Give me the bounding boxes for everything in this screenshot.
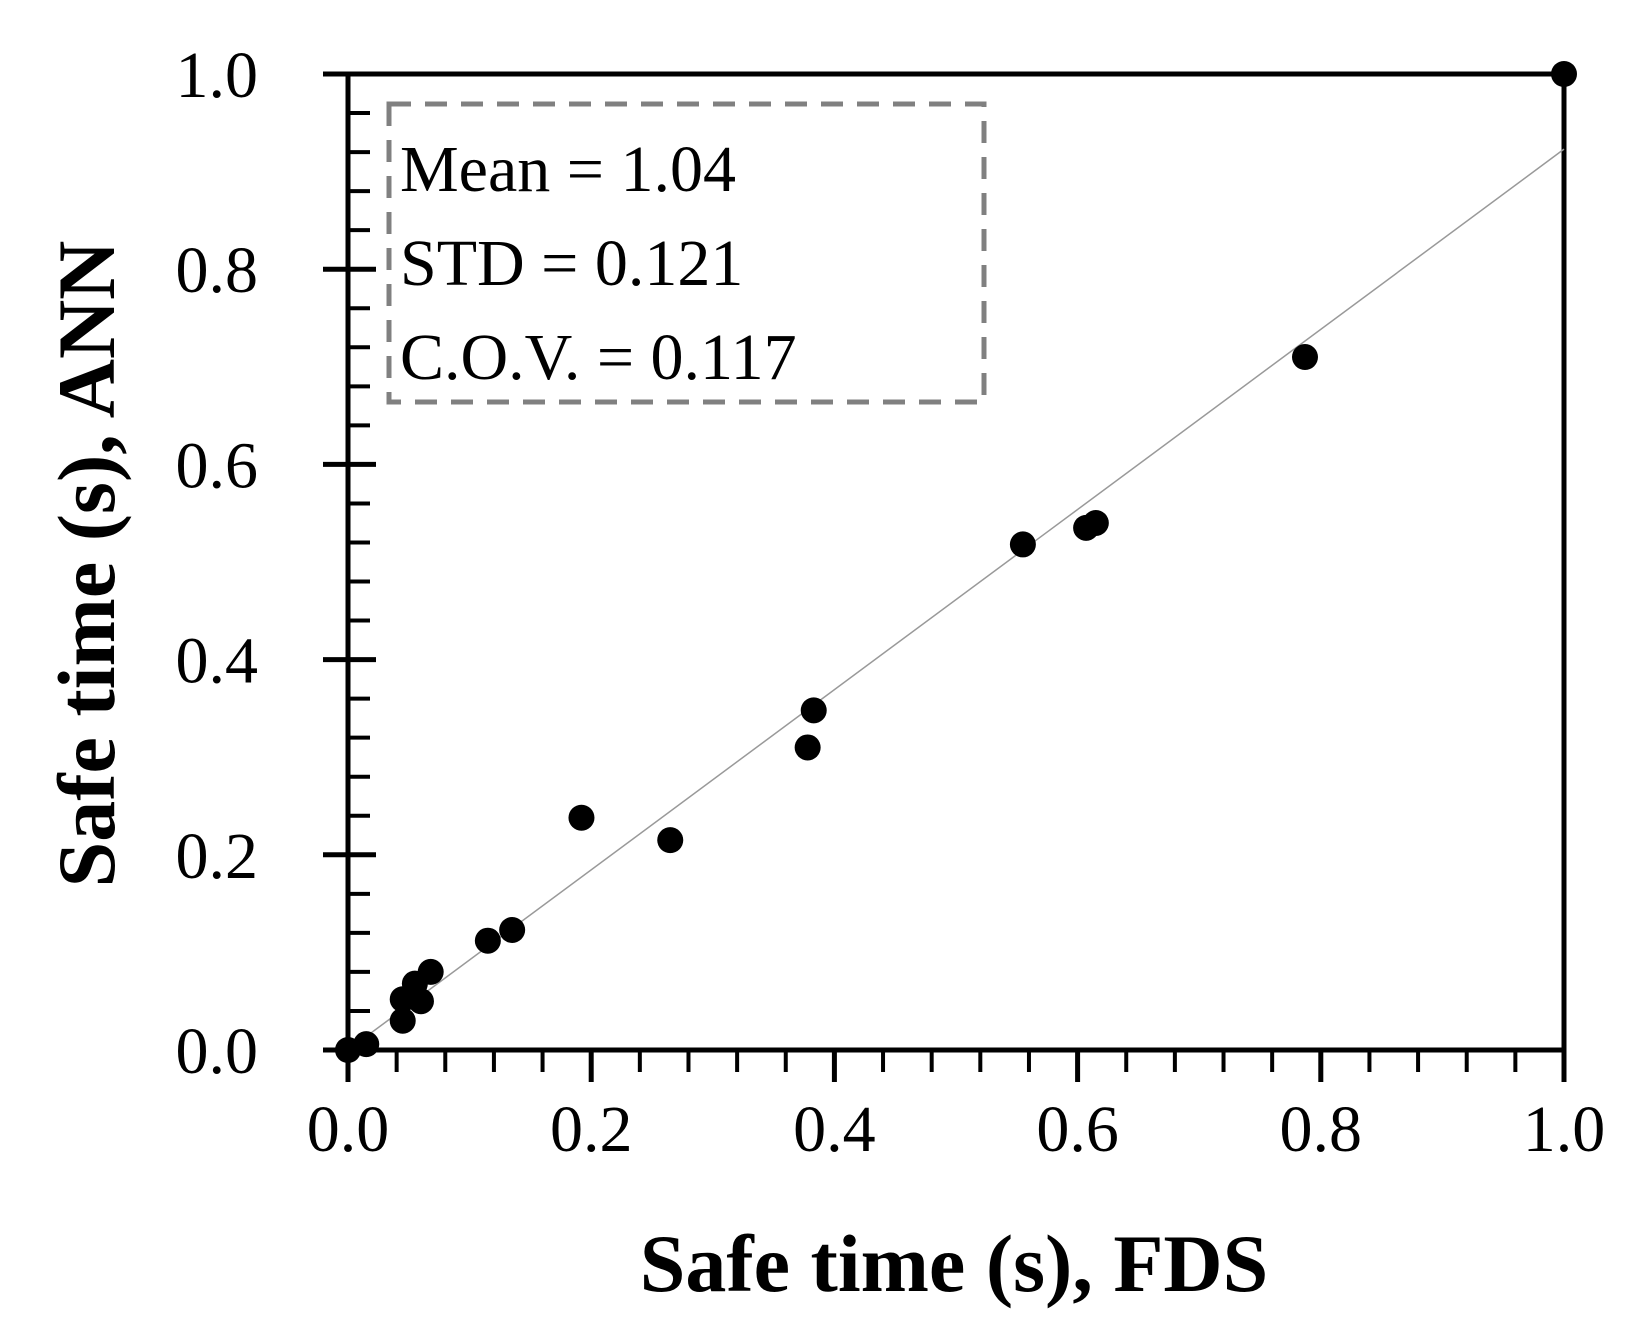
x-tick-label: 0.2: [550, 1093, 633, 1166]
data-point: [1291, 344, 1318, 371]
data-point: [800, 697, 827, 724]
y-tick-label: 0.6: [176, 429, 259, 502]
y-tick-label: 0.8: [176, 234, 259, 307]
stats-box: Mean = 1.04 STD = 0.121 C.O.V. = 0.117: [386, 101, 987, 405]
data-point: [657, 827, 684, 854]
y-tick-label: 1.0: [176, 39, 259, 112]
stats-box-border: [386, 101, 987, 405]
x-axis-title: Safe time (s), FDS: [640, 1218, 1269, 1309]
x-tick-label: 0.0: [307, 1093, 390, 1166]
y-tick-label: 0.4: [176, 625, 259, 698]
fit-line-group: [347, 148, 1565, 1051]
data-point: [1009, 531, 1036, 558]
data-points: [335, 61, 1577, 1063]
x-tick-label: 0.4: [793, 1093, 876, 1166]
axes: 0.0 0.2 0.4 0.6 0.8 1.0 0.0 0.2 0.4 0.6 0.8 1.0: [176, 39, 1606, 1166]
data-point: [1082, 509, 1109, 536]
y-tick-label: 0.2: [176, 820, 259, 893]
stats-std: STD = 0.121: [400, 227, 743, 300]
data-point: [353, 1031, 380, 1058]
data-point: [568, 804, 595, 831]
stats-mean: Mean = 1.04: [400, 133, 736, 206]
data-point: [417, 958, 444, 985]
x-tick-label: 0.6: [1036, 1093, 1119, 1166]
y-axis-title: Safe time (s), ANN: [41, 241, 132, 888]
data-point: [474, 927, 501, 954]
stats-cov: C.O.V. = 0.117: [400, 321, 797, 394]
x-tick-label: 0.8: [1280, 1093, 1363, 1166]
data-point: [499, 916, 526, 943]
y-tick-label: 0.0: [176, 1015, 259, 1088]
data-point: [1551, 61, 1577, 87]
data-point: [389, 1007, 416, 1034]
fit-line: [347, 148, 1565, 1051]
data-point: [794, 734, 821, 761]
data-point: [407, 988, 434, 1015]
x-tick-label: 1.0: [1523, 1093, 1606, 1166]
